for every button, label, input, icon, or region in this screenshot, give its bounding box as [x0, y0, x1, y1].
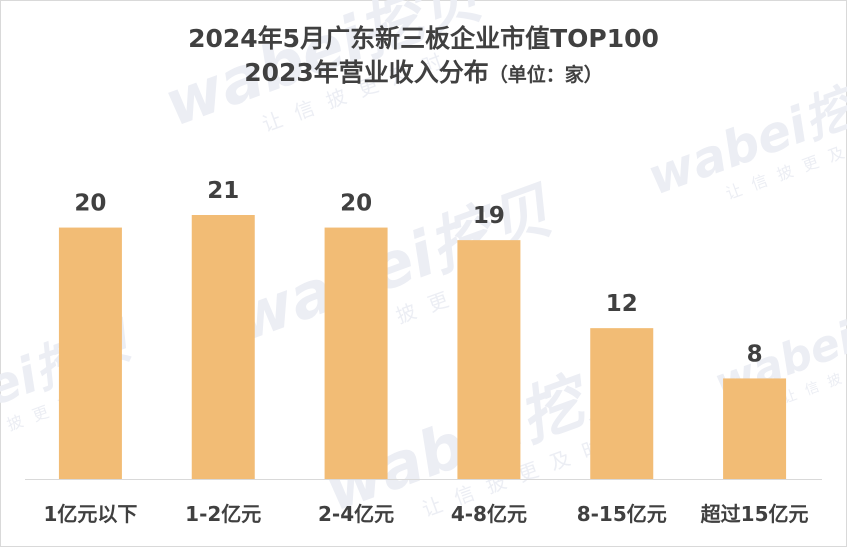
bar	[457, 240, 521, 479]
data-label: 19	[473, 203, 505, 229]
title-line-1: 2024年5月广东新三板企业市值TOP100	[188, 24, 659, 53]
x-tick-label: 超过15亿元	[700, 502, 809, 526]
bar	[58, 227, 122, 479]
x-tick-label: 4-8亿元	[451, 502, 527, 526]
bar	[590, 328, 654, 479]
x-tick-label: 2-4亿元	[318, 502, 394, 526]
bar	[191, 215, 255, 479]
bar	[324, 227, 388, 479]
data-label: 12	[606, 291, 638, 317]
data-label: 8	[747, 341, 763, 367]
chart-title: 2024年5月广东新三板企业市值TOP100 2023年营业收入分布（单位：家）	[0, 22, 847, 92]
subtitle: 2023年营业收入分布	[244, 58, 489, 87]
data-label: 20	[340, 191, 372, 217]
x-tick-label: 8-15亿元	[577, 502, 667, 526]
title-line-2: 2023年营业收入分布（单位：家）	[0, 56, 847, 92]
unit-note: （单位：家）	[488, 64, 603, 86]
x-tick-label: 1亿元以下	[43, 502, 137, 526]
bar	[723, 378, 787, 479]
data-label: 20	[74, 191, 106, 217]
x-tick-label: 1-2亿元	[185, 502, 261, 526]
data-label: 21	[207, 178, 239, 204]
